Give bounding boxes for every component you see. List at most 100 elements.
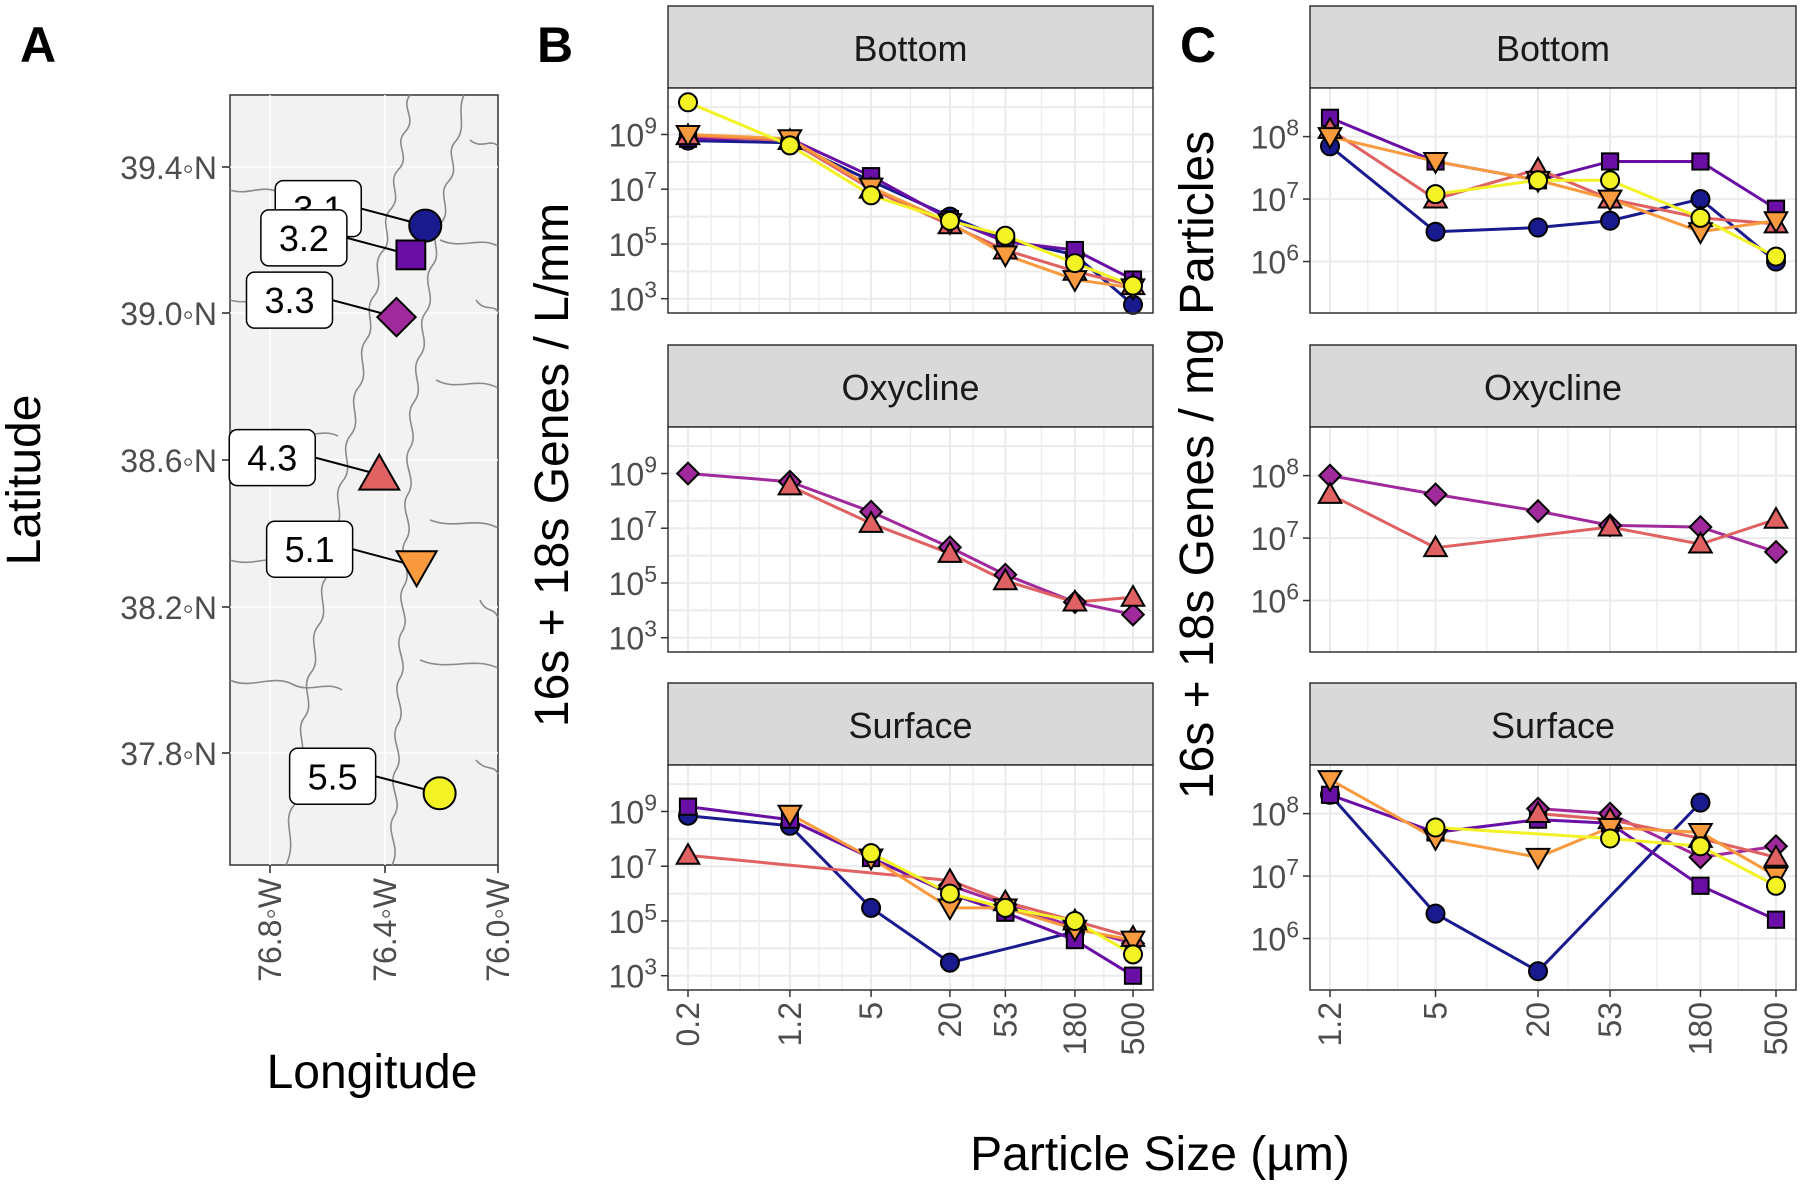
panel-b-y-axis-title: 16s + 18s Genes / L/mm (526, 203, 579, 727)
map-y-tick-label: 37.8◦N (120, 736, 217, 772)
data-point-station-5-1 (1763, 211, 1789, 234)
data-point-station-3-3 (1763, 539, 1789, 565)
map-y-tick-label: 39.4◦N (120, 150, 217, 186)
data-point-station-5-1 (1422, 152, 1449, 175)
data-point-station-3-1 (1528, 961, 1549, 982)
x-tick-label: 53 (987, 1002, 1023, 1038)
data-point-station-5-5 (1600, 828, 1621, 849)
facet-bottom: Bottom 106 107 108 (1251, 5, 1797, 314)
facet-bottom: Bottom 103 105 107 109 (609, 5, 1154, 318)
data-point-station-4-3 (675, 842, 701, 865)
station-5-1: 5.1 (265, 520, 439, 589)
plot-area (1310, 88, 1796, 313)
station-marker (395, 239, 427, 271)
station-label-box (245, 271, 334, 329)
data-point-station-4-3 (1317, 481, 1343, 504)
plot-border (667, 764, 1154, 991)
facet-surface: Surface 106 107 108 1.2 5 20 53 180 500 (1251, 682, 1797, 1055)
station-5-5: 5.5 (288, 747, 457, 811)
y-tick-label: 107 (1251, 177, 1299, 218)
x-tick-label: 5 (1418, 1002, 1454, 1020)
facet-strip (1309, 682, 1797, 766)
data-point-station-3-3 (675, 461, 701, 486)
data-point-station-3-1 (1600, 210, 1621, 231)
data-point-station-5-5 (861, 843, 882, 864)
y-tick-label: 106 (1251, 579, 1299, 620)
series-line-station-3-3 (1329, 474, 1777, 554)
data-point-station-3-3 (1120, 602, 1146, 627)
map-x-tick-label: 76.4◦W (367, 877, 403, 982)
series-line-station-4-3 (1329, 128, 1777, 226)
x-tick-label: 1.2 (772, 1002, 808, 1046)
panel-label-a: A (20, 17, 56, 73)
station-label: 5.1 (285, 529, 335, 570)
y-tick-label: 108 (1251, 792, 1299, 833)
series-line-station-3-3 (1537, 807, 1777, 859)
data-point-station-4-3 (992, 567, 1019, 591)
data-point-station-4-3 (1597, 513, 1624, 537)
station-label-box (260, 209, 348, 267)
map-panel: 39.4◦N 39.0◦N 38.6◦N 38.2◦N 37.8◦N 76.8◦… (0, 94, 516, 1099)
facet-strip-label: Surface (1491, 705, 1615, 746)
station-label: 3.3 (264, 280, 314, 321)
station-marker (408, 208, 443, 243)
data-point-station-5-1 (1597, 189, 1624, 213)
data-point-station-5-1 (1317, 127, 1343, 150)
data-point-station-3-1 (939, 952, 960, 973)
x-tick-label: 5 (853, 1002, 889, 1020)
facet-oxycline: Oxycline 103 105 107 109 (609, 344, 1154, 657)
data-point-station-4-3 (1061, 588, 1088, 612)
data-point-station-3-3 (1423, 482, 1448, 507)
station-label-box (265, 520, 354, 578)
y-tick-label: 109 (609, 112, 657, 153)
plot-border (1309, 87, 1797, 314)
y-tick-label: 103 (609, 277, 657, 318)
data-point-station-3-1 (1528, 217, 1549, 238)
data-point-station-3-3 (1525, 498, 1551, 524)
y-tick-label: 106 (1251, 240, 1299, 281)
facet-strip-label: Oxycline (1484, 367, 1622, 408)
data-point-station-5-5 (1425, 817, 1446, 838)
station-3-2: 3.2 (260, 209, 427, 271)
y-tick-label: 105 (609, 561, 657, 602)
data-point-station-5-1 (675, 125, 701, 148)
y-tick-label: 103 (609, 616, 657, 657)
data-point-station-5-5 (939, 883, 960, 904)
plot-area (1310, 765, 1796, 990)
map-x-tick-label: 76.0◦W (480, 877, 516, 982)
data-point-station-4-3 (1422, 534, 1449, 558)
facet-oxycline: Oxycline 106 107 108 (1251, 344, 1797, 653)
data-point-station-4-3 (936, 540, 963, 563)
data-point-station-5-5 (939, 210, 960, 231)
data-point-station-5-5 (1425, 184, 1446, 205)
map-x-tick-label: 76.8◦W (252, 877, 288, 982)
data-point-station-4-3 (1763, 506, 1789, 529)
y-tick-label: 109 (609, 451, 657, 492)
series-line-station-3-2 (1329, 793, 1777, 922)
data-point-station-5-5 (861, 185, 882, 206)
data-point-station-3-1 (1690, 792, 1711, 813)
x-tick-label: 500 (1115, 1002, 1151, 1055)
data-point-station-5-5 (1766, 875, 1786, 896)
panel-label-c: C (1180, 17, 1216, 73)
plot-border (667, 87, 1154, 314)
data-point-station-3-2 (1123, 966, 1143, 985)
panel-c: Bottom 106 107 108 Oxycline 106 107 108 Surface 1… (1251, 5, 1797, 1055)
plot-border (1309, 426, 1797, 653)
data-point-station-3-1 (1425, 903, 1446, 924)
data-point-station-3-2 (678, 797, 698, 816)
series-line-station-5-1 (1329, 135, 1777, 234)
station-label-box (228, 428, 316, 487)
x-tick-label: 53 (1592, 1002, 1628, 1038)
y-tick-label: 107 (609, 844, 657, 885)
data-point-station-5-5 (995, 897, 1016, 918)
panel-b: Bottom103105107109Oxycline103105107109Su… (609, 5, 1154, 1055)
data-point-station-5-5 (1123, 275, 1143, 296)
data-point-station-5-5 (1528, 170, 1549, 191)
y-tick-label: 107 (609, 167, 657, 208)
map-y-tick-label: 38.2◦N (120, 590, 217, 626)
data-point-station-4-3 (776, 472, 803, 496)
data-point-station-4-3 (858, 510, 885, 533)
data-point-station-5-5 (1600, 170, 1621, 191)
